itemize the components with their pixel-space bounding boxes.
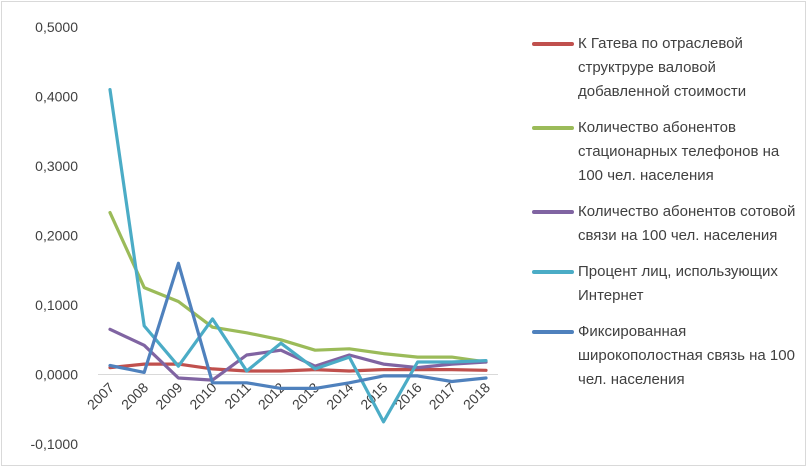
series-lines [108,87,488,424]
y-tick-label: 0,1000 [35,297,78,313]
legend-item-3: Количество абонентов сотовой связи на 10… [532,200,802,248]
series-line-1 [108,362,488,373]
series-line-2 [108,211,488,364]
y-tick-label: 0,5000 [35,19,78,35]
y-tick-label: 0,2000 [35,228,78,244]
legend-label: Процент лиц, использующих Интернет [578,263,778,304]
legend: К Гатева по отраслевой структруре валово… [532,32,802,404]
legend-item-4: Процент лиц, использующих Интернет [532,260,802,308]
x-tick-label: 2013 [289,379,322,412]
x-tick-label: 2018 [460,379,493,412]
y-tick-label: 0,3000 [35,158,78,174]
series-line-3 [108,327,488,382]
series-line-4 [108,87,488,424]
legend-swatch [532,330,574,334]
legend-label: Количество абонентов сотовой связи на 10… [578,203,796,244]
legend-item-2: Количество абонентов стационарных телефо… [532,116,802,188]
legend-item-1: К Гатева по отраслевой структруре валово… [532,32,802,104]
y-tick-label: 0,4000 [35,89,78,105]
x-tick-label: 2007 [84,379,117,412]
legend-label: Количество абонентов стационарных телефо… [578,119,780,184]
legend-swatch [532,42,574,46]
y-axis-ticks: 0,5000 0,4000 0,3000 0,2000 0,1000 0,0000 -0,1… [31,19,79,452]
legend-item-5: Фиксированная широкополостная связь на 1… [532,320,802,392]
x-tick-label: 2008 [118,379,151,412]
y-tick-label: -0,1000 [31,436,79,452]
legend-swatch [532,126,574,130]
x-tick-label: 2009 [152,379,185,412]
series-line-5 [108,261,488,390]
legend-swatch [532,270,574,274]
y-tick-label: 0,0000 [35,367,78,383]
legend-label: К Гатева по отраслевой структруре валово… [578,35,747,100]
legend-swatch [532,210,574,214]
legend-label: Фиксированная широкополостная связь на 1… [578,323,795,388]
x-tick-label: 2017 [426,379,459,412]
